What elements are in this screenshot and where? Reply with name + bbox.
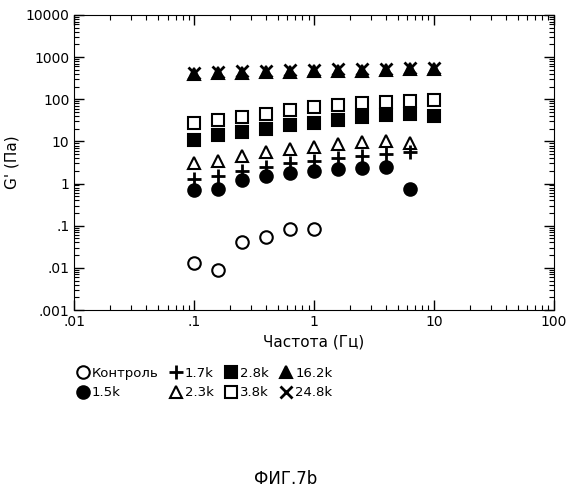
Y-axis label: G' (Па): G' (Па) [5, 136, 20, 190]
Text: ФИГ.7b: ФИГ.7b [254, 470, 317, 488]
Legend: Контроль, 1.5k, 1.7k, 2.3k, 2.8k, 3.8k, 16.2k, 24.8k: Контроль, 1.5k, 1.7k, 2.3k, 2.8k, 3.8k, … [76, 366, 333, 400]
X-axis label: Частота (Гц): Частота (Гц) [263, 334, 365, 349]
